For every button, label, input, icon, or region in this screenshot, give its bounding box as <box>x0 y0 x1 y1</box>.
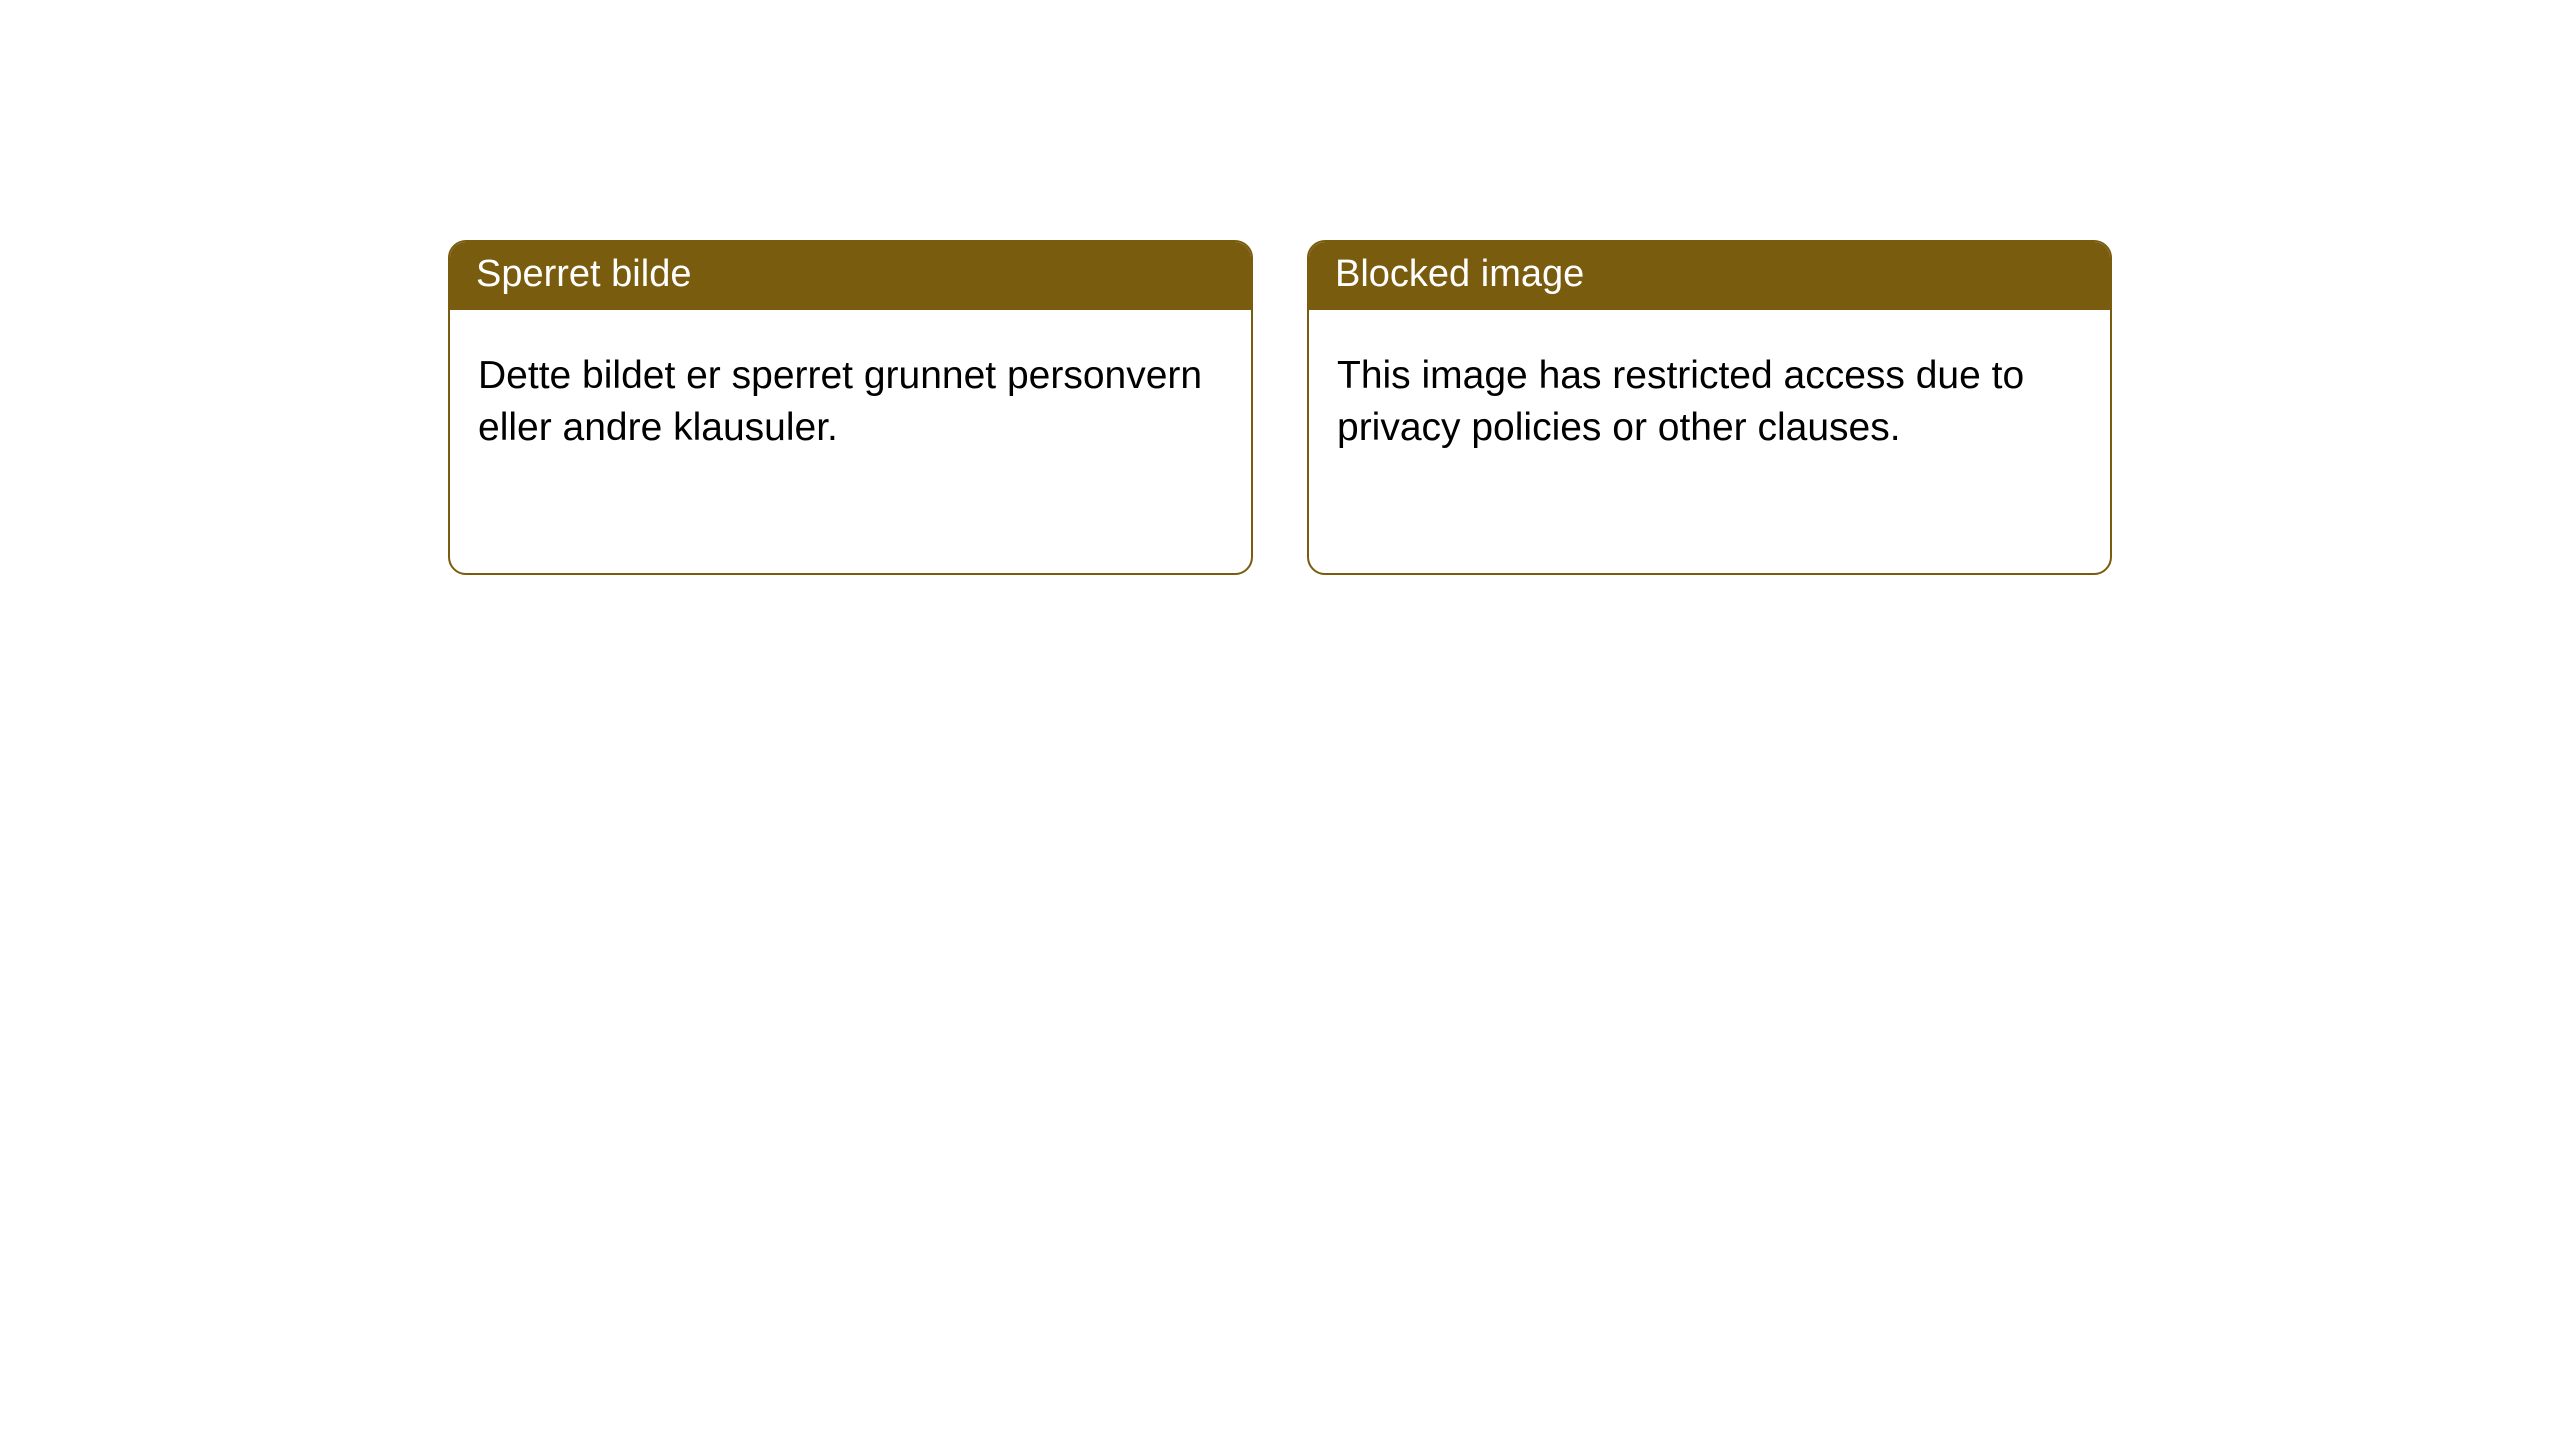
notice-body-norwegian: Dette bildet er sperret grunnet personve… <box>450 310 1251 495</box>
notice-card-english: Blocked image This image has restricted … <box>1307 240 2112 575</box>
notice-container: Sperret bilde Dette bildet er sperret gr… <box>0 0 2560 575</box>
notice-body-english: This image has restricted access due to … <box>1309 310 2110 495</box>
notice-card-norwegian: Sperret bilde Dette bildet er sperret gr… <box>448 240 1253 575</box>
notice-title-english: Blocked image <box>1309 242 2110 310</box>
notice-title-norwegian: Sperret bilde <box>450 242 1251 310</box>
